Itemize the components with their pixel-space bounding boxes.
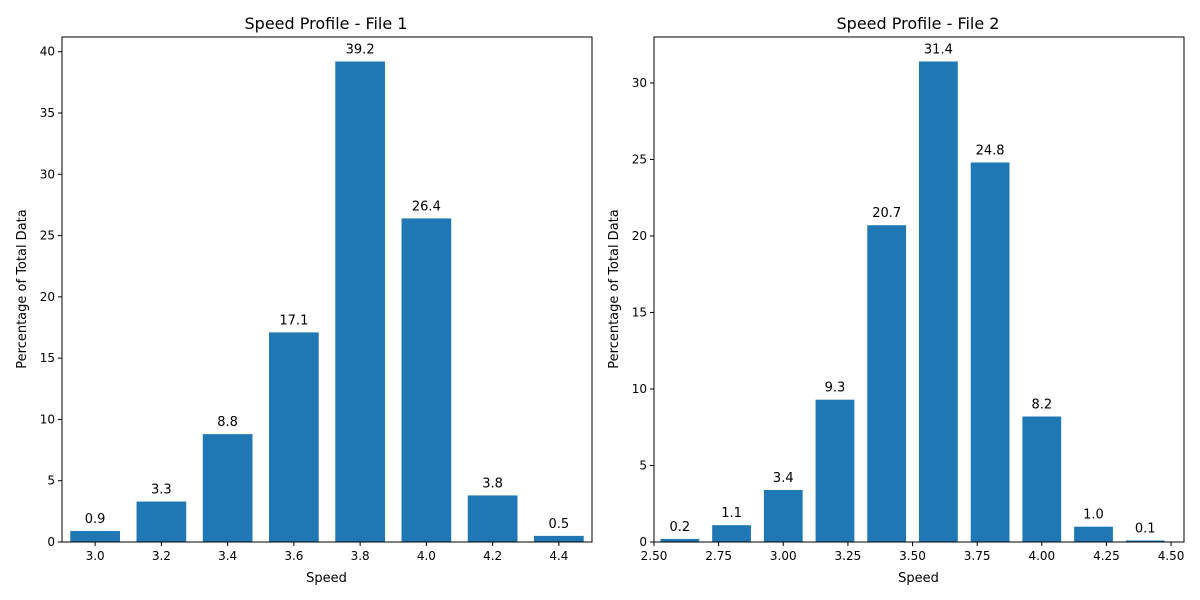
- y-tick-label: 20: [40, 290, 55, 304]
- y-tick-label: 15: [632, 305, 647, 319]
- bar: [402, 218, 452, 542]
- y-tick-label: 5: [47, 474, 55, 488]
- y-tick-label: 30: [632, 76, 647, 90]
- y-tick-label: 30: [40, 167, 55, 181]
- x-tick-label: 3.6: [284, 549, 303, 563]
- x-tick-label: 3.75: [964, 549, 991, 563]
- bar: [919, 61, 958, 542]
- bar: [534, 536, 584, 542]
- x-axis-label: Speed: [898, 571, 939, 586]
- y-tick-label: 0: [47, 535, 55, 549]
- data-label: 9.3: [825, 381, 846, 396]
- y-tick-label: 25: [40, 229, 55, 243]
- y-tick-label: 0: [639, 535, 647, 549]
- x-tick-label: 4.4: [549, 549, 568, 563]
- y-tick-label: 5: [639, 458, 647, 472]
- x-tick-label: 3.2: [152, 549, 171, 563]
- data-label: 8.8: [217, 415, 238, 430]
- y-tick-label: 10: [40, 412, 55, 426]
- x-tick-label: 3.50: [899, 549, 926, 563]
- x-tick-label: 4.0: [417, 549, 436, 563]
- x-tick-label: 3.0: [86, 549, 105, 563]
- y-tick-label: 10: [632, 382, 647, 396]
- data-label: 1.0: [1083, 508, 1104, 523]
- data-label: 17.1: [279, 313, 308, 328]
- bar: [867, 225, 906, 542]
- bar: [70, 531, 120, 542]
- x-tick-label: 3.8: [351, 549, 370, 563]
- data-label: 20.7: [872, 206, 901, 221]
- bar: [335, 62, 385, 542]
- data-label: 8.2: [1031, 398, 1052, 413]
- data-label: 39.2: [346, 43, 375, 58]
- x-tick-label: 3.00: [770, 549, 797, 563]
- bar: [971, 162, 1010, 542]
- bar: [1022, 417, 1061, 542]
- x-tick-label: 3.25: [835, 549, 862, 563]
- x-tick-label: 2.50: [641, 549, 668, 563]
- x-tick-label: 4.50: [1158, 549, 1185, 563]
- data-label: 0.1: [1135, 521, 1156, 536]
- x-tick-label: 4.25: [1093, 549, 1120, 563]
- data-label: 26.4: [412, 199, 441, 214]
- data-label: 3.3: [151, 483, 172, 498]
- x-axis-label: Speed: [306, 571, 347, 586]
- y-axis-label: Percentage of Total Data: [15, 209, 30, 368]
- bar: [816, 400, 855, 542]
- bar: [468, 495, 518, 542]
- bar: [269, 332, 319, 542]
- y-tick-label: 25: [632, 152, 647, 166]
- y-tick-label: 20: [632, 229, 647, 243]
- data-label: 0.9: [85, 512, 106, 527]
- x-tick-label: 4.00: [1028, 549, 1055, 563]
- data-label: 24.8: [976, 143, 1005, 158]
- x-tick-label: 2.75: [705, 549, 732, 563]
- y-tick-label: 35: [40, 106, 55, 120]
- bar: [137, 502, 187, 542]
- x-tick-label: 3.4: [218, 549, 237, 563]
- bar: [1074, 527, 1113, 542]
- bar: [764, 490, 803, 542]
- y-tick-label: 15: [40, 351, 55, 365]
- data-label: 3.4: [773, 471, 794, 486]
- bar: [712, 525, 751, 542]
- data-label: 3.8: [482, 476, 503, 491]
- y-axis-label: Percentage of Total Data: [607, 209, 622, 368]
- data-label: 0.2: [670, 520, 691, 535]
- chart-title: Speed Profile - File 2: [837, 14, 1000, 33]
- data-label: 31.4: [924, 42, 953, 57]
- data-label: 1.1: [721, 506, 742, 521]
- data-label: 0.5: [549, 517, 570, 532]
- y-tick-label: 40: [40, 45, 55, 59]
- chart-title: Speed Profile - File 1: [245, 14, 408, 33]
- x-tick-label: 4.2: [483, 549, 502, 563]
- bar: [203, 434, 253, 542]
